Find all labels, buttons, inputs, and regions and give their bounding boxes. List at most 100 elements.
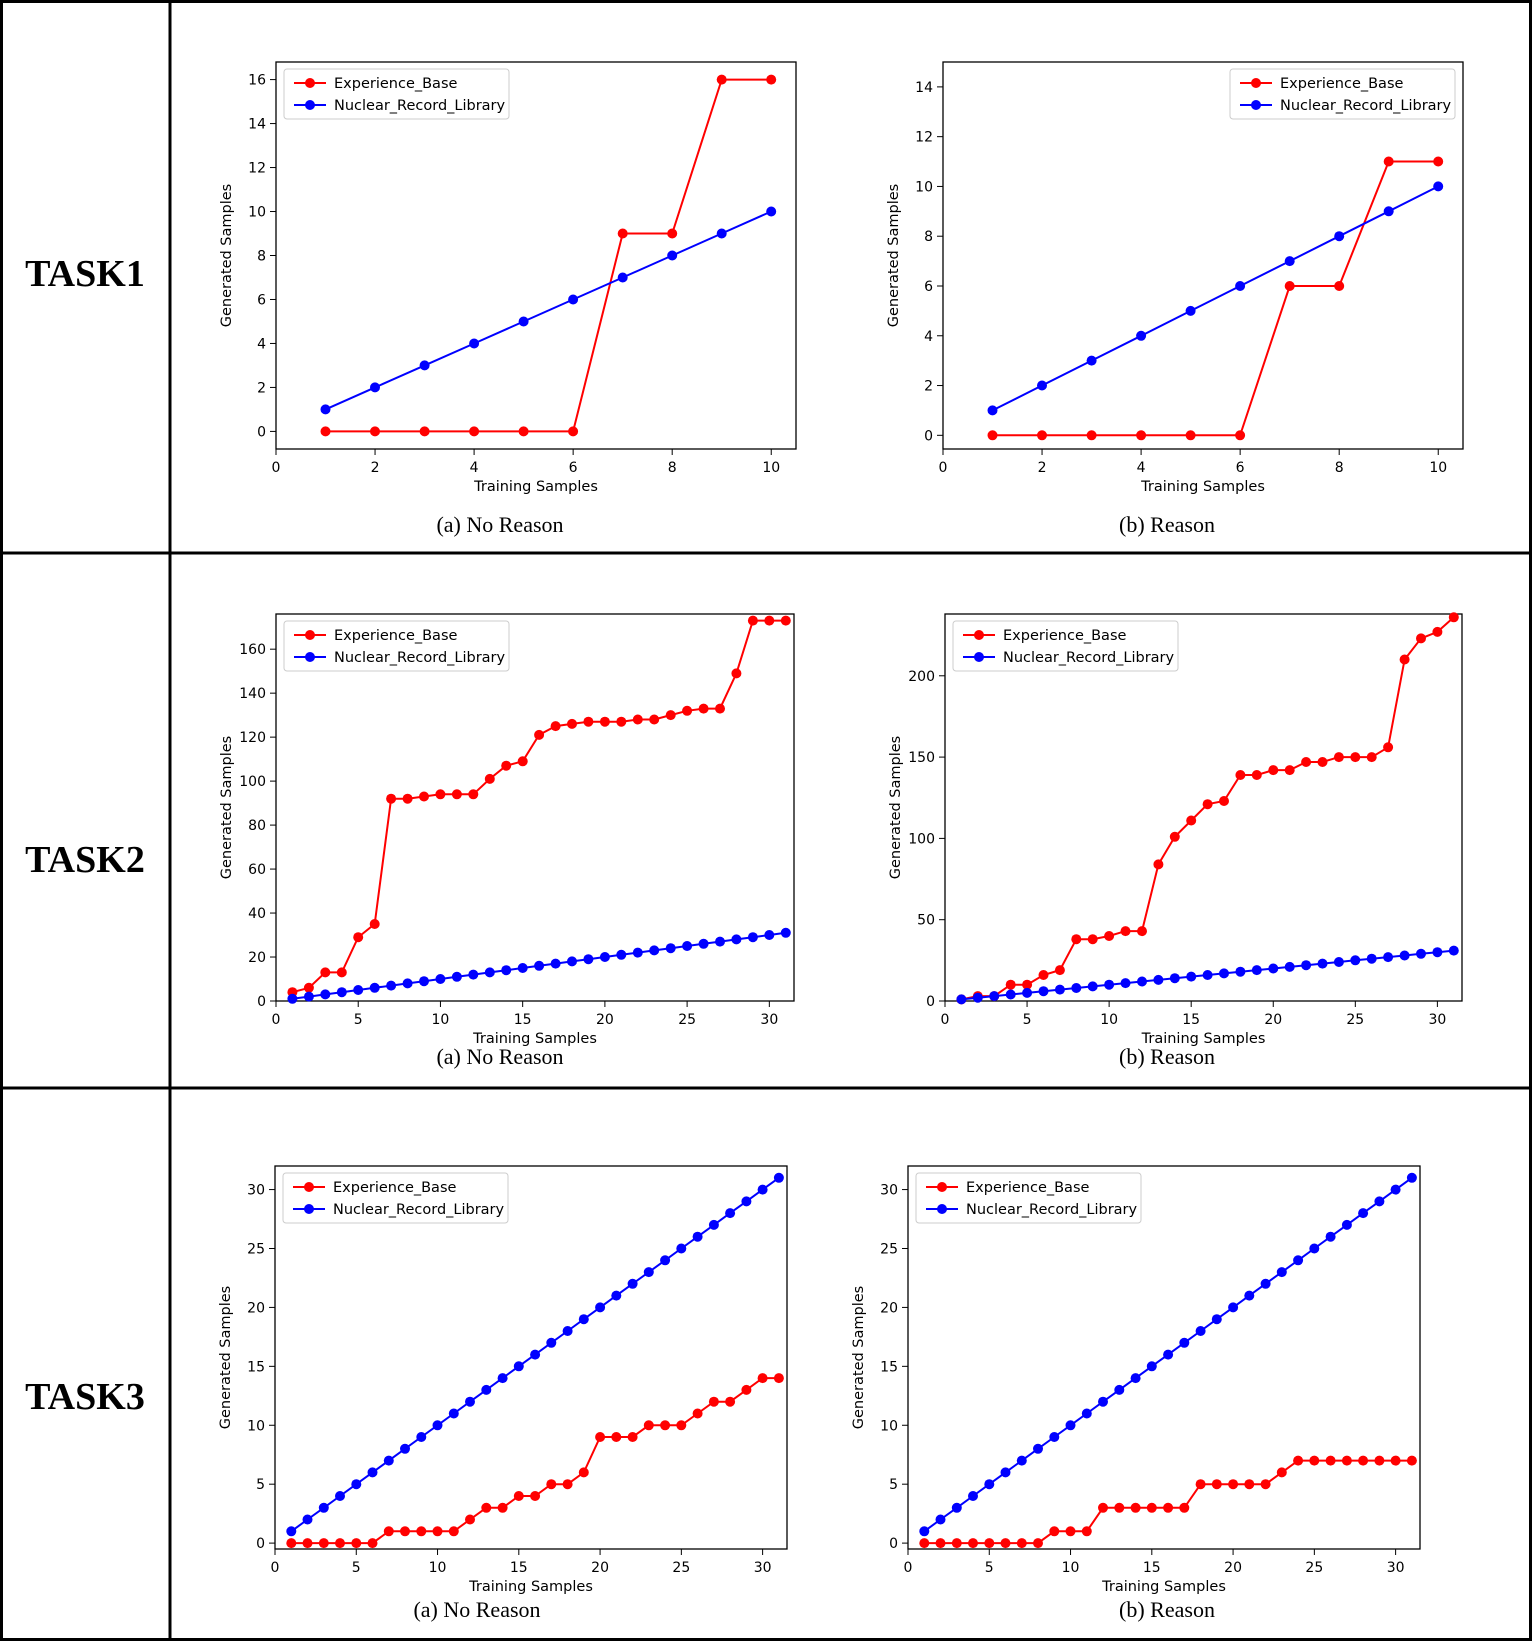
caption-task3-b: (b) Reason: [1119, 1597, 1215, 1622]
legend-marker-experience-base: [937, 1182, 947, 1192]
y-tick-label: 0: [257, 994, 266, 1010]
data-point-experience-base: [546, 1479, 557, 1490]
y-tick-label: 15: [880, 1359, 898, 1375]
data-point-nuclear-record-library: [1366, 953, 1377, 964]
legend-marker-nuclear-record-library: [305, 100, 315, 110]
task-label-2: TASK2: [25, 839, 145, 881]
data-point-experience-base: [1406, 1455, 1417, 1466]
x-tick-label: 30: [754, 1560, 772, 1576]
legend-marker-nuclear-record-library: [304, 1204, 314, 1214]
data-point-nuclear-record-library: [643, 1267, 654, 1278]
data-point-nuclear-record-library: [517, 963, 528, 973]
y-tick-label: 200: [908, 669, 935, 685]
x-axis-label: Training Samples: [1101, 1579, 1226, 1595]
data-point-nuclear-record-library: [1185, 305, 1196, 316]
y-axis-label: Generated Samples: [218, 1286, 234, 1429]
data-point-nuclear-record-library: [534, 960, 545, 971]
data-point-nuclear-record-library: [468, 969, 479, 980]
data-point-nuclear-record-library: [1195, 1326, 1206, 1336]
data-point-nuclear-record-library: [660, 1255, 671, 1266]
y-tick-label: 25: [247, 1241, 265, 1257]
series-line-nuclear-record-library: [325, 210, 772, 411]
y-tick-label: 30: [247, 1183, 265, 1199]
data-point-nuclear-record-library: [956, 994, 967, 1005]
x-tick-label: 5: [354, 1012, 363, 1028]
data-point-nuclear-record-library: [336, 987, 347, 998]
data-point-experience-base: [562, 1479, 573, 1490]
y-tick-label: 0: [924, 428, 933, 444]
data-point-nuclear-record-library: [715, 936, 725, 947]
y-tick-label: 0: [926, 994, 935, 1010]
legend-box: [915, 1172, 1142, 1224]
data-point-experience-base: [513, 1491, 524, 1501]
x-tick-label: 10: [762, 460, 780, 476]
data-point-nuclear-record-library: [1268, 963, 1279, 974]
data-point-experience-base: [1071, 934, 1082, 945]
x-tick-label: 30: [760, 1012, 778, 1028]
data-point-experience-base: [402, 793, 413, 804]
data-point-nuclear-record-library: [583, 954, 594, 965]
data-point-nuclear-record-library: [667, 250, 678, 261]
data-point-nuclear-record-library: [1153, 974, 1164, 985]
data-point-nuclear-record-library: [1350, 955, 1361, 966]
data-point-experience-base: [1137, 926, 1147, 937]
data-point-nuclear-record-library: [599, 952, 610, 962]
y-tick-label: 80: [248, 818, 266, 834]
data-point-experience-base: [616, 716, 627, 727]
data-point-experience-base: [951, 1538, 962, 1549]
data-point-experience-base: [1186, 815, 1197, 826]
caption-task1-b: (b) Reason: [1119, 512, 1215, 537]
data-point-nuclear-record-library: [1038, 986, 1049, 997]
x-tick-label: 25: [672, 1560, 690, 1576]
data-point-nuclear-record-library: [1334, 231, 1345, 242]
data-point-nuclear-record-library: [419, 360, 430, 371]
data-point-nuclear-record-library: [416, 1432, 427, 1442]
data-point-nuclear-record-library: [968, 1491, 978, 1501]
data-point-experience-base: [1235, 770, 1246, 780]
data-point-nuclear-record-library: [1016, 1455, 1027, 1466]
legend-box: [283, 620, 510, 672]
data-point-nuclear-record-library: [402, 978, 413, 989]
y-tick-label: 2: [257, 380, 266, 396]
data-point-experience-base: [1000, 1538, 1011, 1549]
data-point-nuclear-record-library: [1293, 1255, 1304, 1266]
data-point-nuclear-record-library: [731, 934, 742, 945]
data-point-nuclear-record-library: [550, 958, 561, 969]
legend-marker-experience-base: [305, 630, 315, 640]
data-point-nuclear-record-library: [747, 932, 758, 943]
data-point-nuclear-record-library: [665, 943, 676, 954]
data-point-experience-base: [550, 721, 561, 732]
data-point-nuclear-record-library: [400, 1443, 410, 1454]
data-point-nuclear-record-library: [764, 930, 775, 940]
data-point-nuclear-record-library: [1416, 948, 1426, 959]
data-point-nuclear-record-library: [432, 1420, 443, 1431]
data-point-experience-base: [534, 729, 545, 740]
data-point-experience-base: [518, 426, 529, 437]
data-point-experience-base: [1104, 931, 1115, 941]
data-point-experience-base: [1049, 1526, 1060, 1537]
caption-task1-a: (a) No Reason: [436, 512, 564, 537]
data-point-nuclear-record-library: [1383, 206, 1394, 217]
data-point-experience-base: [1146, 1502, 1157, 1513]
legend-box: [283, 68, 510, 120]
data-point-nuclear-record-library: [780, 927, 791, 938]
data-point-nuclear-record-library: [1433, 181, 1444, 192]
data-point-nuclear-record-library: [725, 1208, 736, 1219]
data-point-experience-base: [353, 932, 364, 943]
y-tick-label: 0: [889, 1536, 898, 1552]
data-point-nuclear-record-library: [1317, 958, 1328, 969]
data-point-nuclear-record-library: [649, 945, 660, 956]
data-point-nuclear-record-library: [773, 1172, 784, 1183]
y-tick-label: 20: [880, 1300, 898, 1316]
data-point-experience-base: [1366, 752, 1377, 763]
caption-task2-a: (a) No Reason: [436, 1044, 564, 1069]
data-point-experience-base: [1169, 831, 1180, 842]
data-point-experience-base: [660, 1420, 671, 1431]
data-point-nuclear-record-library: [546, 1337, 557, 1348]
data-point-experience-base: [1179, 1502, 1190, 1513]
y-tick-label: 5: [889, 1477, 898, 1493]
data-point-experience-base: [1065, 1526, 1076, 1537]
data-point-experience-base: [400, 1526, 410, 1537]
